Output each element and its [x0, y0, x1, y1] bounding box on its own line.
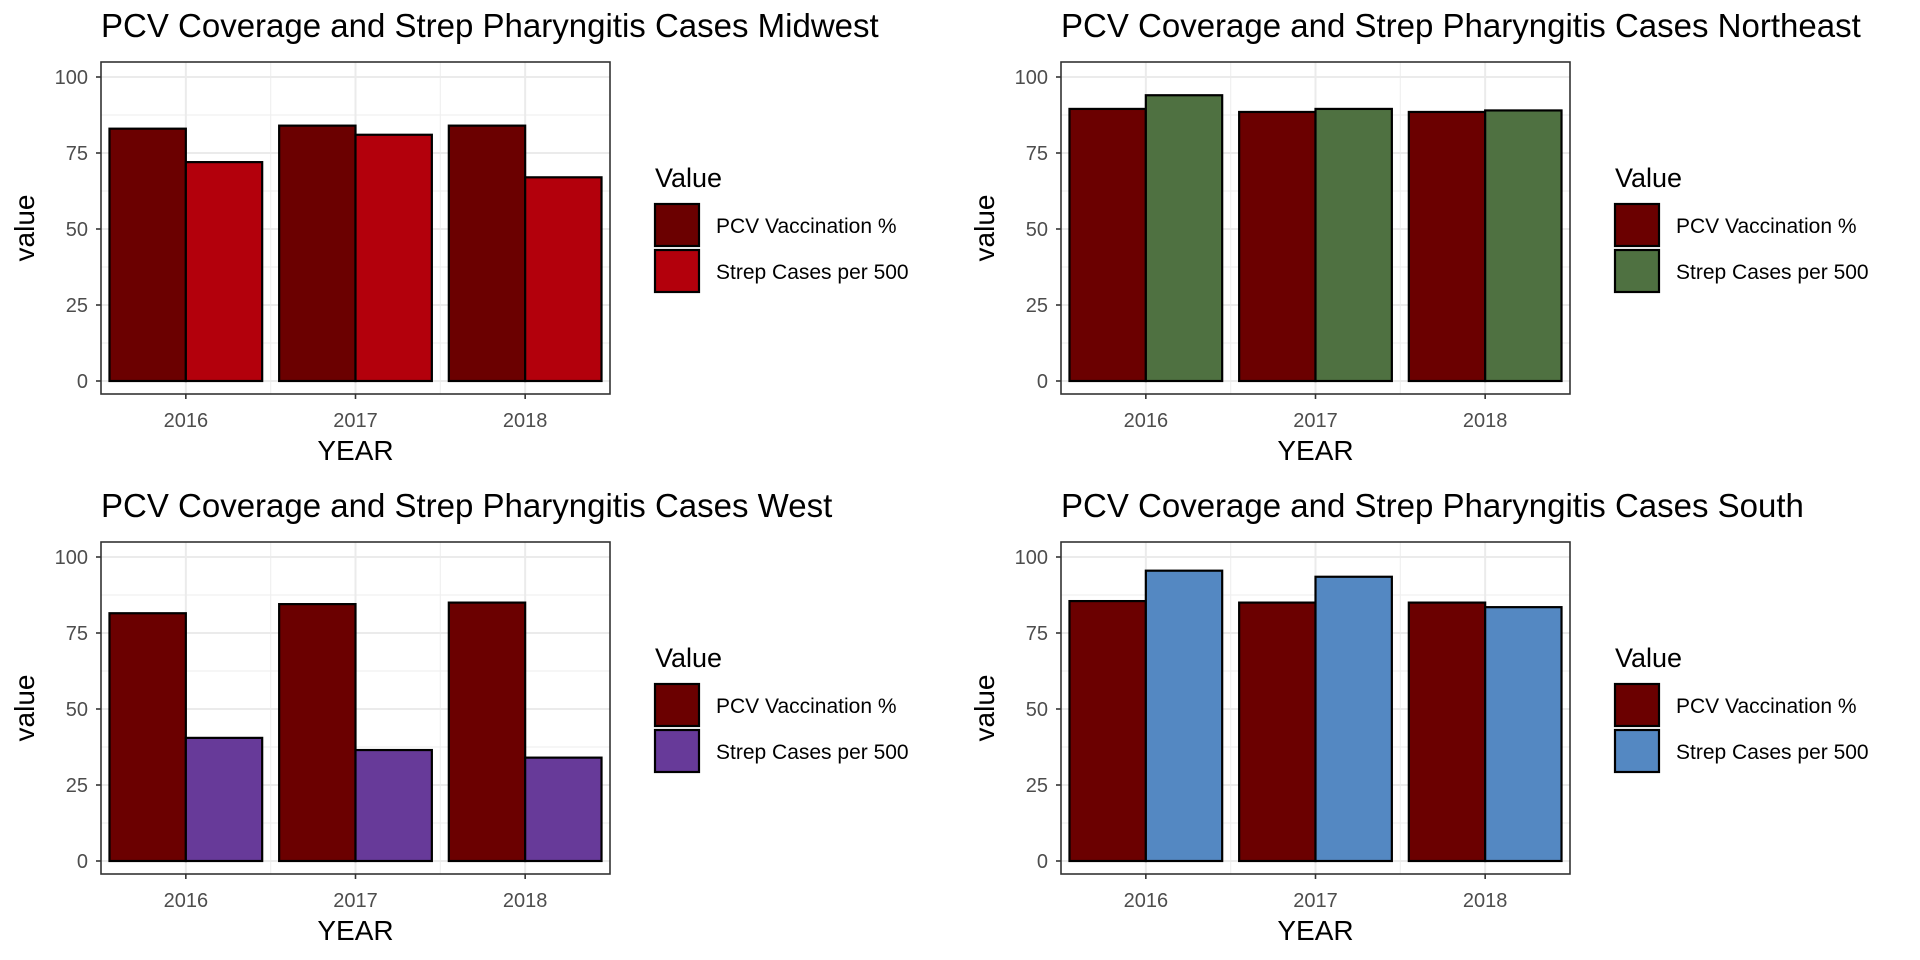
legend-label-series-1: PCV Vaccination %	[1676, 695, 1857, 718]
bar-series-2-2018	[524, 176, 603, 383]
x-tick-label: 2016	[1124, 410, 1169, 432]
bar-series-2-2016	[1144, 94, 1224, 383]
y-tick-label: 0	[77, 371, 88, 393]
x-tick-label: 2017	[1293, 410, 1338, 432]
legend-title: Value	[1615, 163, 1682, 193]
legend: Value PCV Vaccination % Strep Cases per 50…	[1613, 643, 1869, 774]
x-tick-label: 2017	[333, 890, 378, 912]
y-axis-title: value	[9, 195, 40, 262]
y-tick-label: 25	[1026, 295, 1048, 317]
bar-series-1-2016	[108, 127, 187, 383]
y-tick-label: 100	[55, 67, 88, 89]
y-tick-label: 50	[1026, 219, 1048, 241]
chart-panel-4: PCV Coverage and Strep Pharyngitis Cases…	[969, 487, 1869, 946]
legend-title: Value	[1615, 643, 1682, 673]
legend-key-series-1	[1613, 202, 1661, 248]
y-tick-label: 25	[1026, 775, 1048, 797]
y-tick-label: 0	[1037, 851, 1048, 873]
chart-panel-1: PCV Coverage and Strep Pharyngitis Cases…	[9, 7, 909, 466]
legend: Value PCV Vaccination % Strep Cases per 50…	[1613, 163, 1869, 294]
y-tick-label: 0	[77, 851, 88, 873]
bar-series-1-2018	[1407, 601, 1487, 863]
bar-series-2-2017	[354, 133, 433, 383]
bar-series-2-2016	[1144, 569, 1224, 863]
bar-series-2-2017	[354, 748, 433, 863]
bar-series-1-2016	[108, 612, 187, 863]
legend-key-series-2	[653, 248, 701, 294]
x-axis-title: YEAR	[317, 435, 393, 466]
x-tick-label: 2016	[1124, 890, 1169, 912]
legend-key-series-1	[653, 682, 701, 728]
y-tick-label: 100	[1015, 67, 1048, 89]
y-tick-label: 75	[66, 143, 88, 165]
x-tick-label: 2016	[164, 410, 209, 432]
y-tick-label: 75	[66, 623, 88, 645]
bar-series-2-2017	[1314, 107, 1393, 383]
y-tick-label: 50	[66, 699, 88, 721]
bar-series-1-2017	[1238, 110, 1317, 383]
y-tick-label: 25	[66, 295, 88, 317]
chart-title: PCV Coverage and Strep Pharyngitis Cases…	[1061, 7, 1861, 44]
y-tick-label: 100	[1015, 547, 1048, 569]
x-tick-label: 2017	[1293, 890, 1338, 912]
legend: Value PCV Vaccination % Strep Cases per 50…	[653, 643, 909, 774]
y-tick-label: 50	[1026, 699, 1048, 721]
legend-label-series-1: PCV Vaccination %	[716, 695, 897, 718]
bar-series-1-2018	[447, 601, 527, 863]
legend-label-series-2: Strep Cases per 500	[716, 741, 909, 764]
legend-key-series-2	[1613, 728, 1661, 774]
bar-series-2-2016	[184, 161, 264, 383]
legend-key-series-1	[1613, 682, 1661, 728]
x-axis-title: YEAR	[1277, 915, 1353, 946]
legend-title: Value	[655, 163, 722, 193]
bar-series-1-2017	[1238, 601, 1317, 863]
x-axis-title: YEAR	[317, 915, 393, 946]
y-axis-title: value	[969, 675, 1000, 742]
legend-label-series-2: Strep Cases per 500	[1676, 741, 1869, 764]
legend-key-series-2	[1613, 248, 1661, 294]
x-tick-label: 2018	[503, 410, 548, 432]
y-axis-title: value	[9, 675, 40, 742]
bar-series-2-2018	[1484, 606, 1563, 863]
bar-series-1-2018	[1407, 110, 1487, 383]
bar-series-1-2016	[1068, 599, 1147, 863]
legend-key-series-1	[653, 202, 701, 248]
x-tick-label: 2018	[1463, 890, 1508, 912]
bar-series-1-2017	[278, 124, 357, 383]
x-tick-label: 2017	[333, 410, 378, 432]
legend-key-series-2	[653, 728, 701, 774]
legend-label-series-2: Strep Cases per 500	[716, 261, 909, 284]
legend-label-series-1: PCV Vaccination %	[1676, 215, 1857, 238]
chart-panel-2: PCV Coverage and Strep Pharyngitis Cases…	[969, 7, 1869, 466]
chart-panel-3: PCV Coverage and Strep Pharyngitis Cases…	[9, 487, 909, 946]
bar-series-1-2017	[278, 603, 357, 863]
y-tick-label: 50	[66, 219, 88, 241]
y-tick-label: 100	[55, 547, 88, 569]
legend-title: Value	[655, 643, 722, 673]
bar-series-2-2018	[524, 756, 603, 863]
x-tick-label: 2018	[503, 890, 548, 912]
bar-series-1-2018	[447, 124, 527, 383]
x-axis-title: YEAR	[1277, 435, 1353, 466]
y-tick-label: 0	[1037, 371, 1048, 393]
legend: Value PCV Vaccination % Strep Cases per 50…	[653, 163, 909, 294]
bar-series-2-2018	[1484, 109, 1563, 383]
legend-label-series-2: Strep Cases per 500	[1676, 261, 1869, 284]
y-tick-label: 25	[66, 775, 88, 797]
chart-title: PCV Coverage and Strep Pharyngitis Cases…	[101, 487, 832, 524]
chart-title: PCV Coverage and Strep Pharyngitis Cases…	[1061, 487, 1804, 524]
y-tick-label: 75	[1026, 143, 1048, 165]
bar-series-2-2016	[184, 736, 264, 863]
x-tick-label: 2016	[164, 890, 209, 912]
bar-series-2-2017	[1314, 575, 1393, 863]
legend-label-series-1: PCV Vaccination %	[716, 215, 897, 238]
y-tick-label: 75	[1026, 623, 1048, 645]
x-tick-label: 2018	[1463, 410, 1508, 432]
chart-title: PCV Coverage and Strep Pharyngitis Cases…	[101, 7, 879, 44]
bar-series-1-2016	[1068, 107, 1147, 383]
y-axis-title: value	[969, 195, 1000, 262]
